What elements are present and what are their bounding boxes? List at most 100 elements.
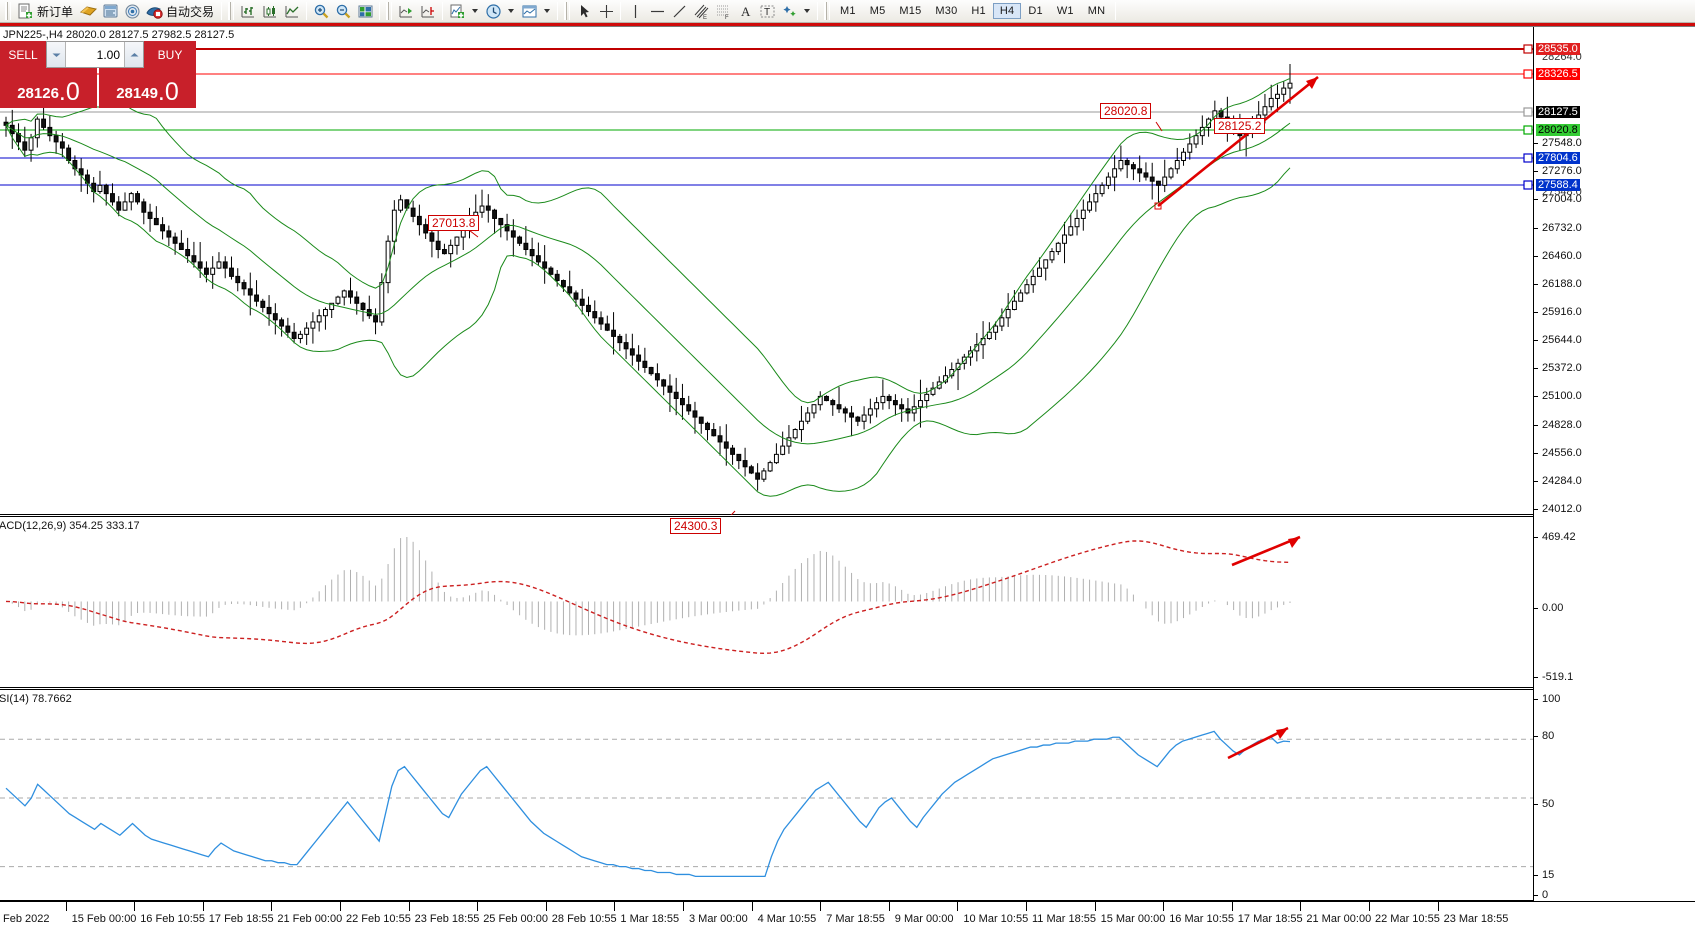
macd-axis-tick (1534, 677, 1538, 678)
cursor-icon[interactable] (573, 1, 595, 22)
indicators-dropdown-caret[interactable] (472, 9, 479, 13)
shapes-icon[interactable] (778, 1, 800, 22)
timeframe-m15[interactable]: M15 (899, 5, 922, 17)
price-level-label[interactable]: 27588.4 (1536, 179, 1580, 191)
price-axis-tick (1534, 283, 1538, 285)
price-axis-tick (1534, 171, 1538, 173)
chart-shift-icon[interactable] (417, 1, 439, 22)
templates-dropdown-caret[interactable] (544, 9, 551, 13)
time-axis-label: 1 Mar 18:55 (620, 913, 680, 925)
line-chart-icon[interactable] (281, 1, 303, 22)
time-axis-tick (1094, 902, 1096, 911)
price-axis-tick (1534, 143, 1538, 145)
fibonacci-icon[interactable]: F (712, 1, 734, 22)
zoom-out-icon[interactable] (332, 1, 354, 22)
time-axis-label: 10 Mar 10:55 (963, 913, 1029, 925)
templates-icon[interactable] (518, 1, 540, 22)
volume-decrease-button[interactable] (47, 42, 66, 67)
sell-price-button[interactable]: 28126 .0 (0, 68, 97, 108)
tile-windows-icon[interactable] (354, 1, 376, 22)
toolbar-grip-4[interactable] (564, 2, 571, 20)
timeframe-h4[interactable]: H4 (992, 3, 1022, 19)
sell-button[interactable]: SELL (0, 41, 46, 68)
window-accent-bar (0, 23, 1695, 27)
zoom-in-icon[interactable] (310, 1, 332, 22)
time-axis-tick (408, 902, 410, 911)
time-axis-tick (545, 902, 547, 911)
svg-text:E: E (703, 15, 707, 20)
sell-price-main: 28126 (17, 85, 59, 102)
rsi-pane[interactable]: SI(14) 78.7662 (0, 689, 1533, 901)
timeframe-m5[interactable]: M5 (869, 5, 886, 17)
one-click-trade-panel[interactable]: SELL 1.00 BUY 28126 .0 28149 .0 (0, 41, 196, 120)
time-axis-label: 23 Feb 18:55 (414, 913, 480, 925)
toolbar-grip-3[interactable] (386, 2, 393, 20)
price-axis[interactable]: 27548.0 27276.0 27004.0 26732.0 26460.0 26188… (1533, 27, 1695, 901)
buy-price-button[interactable]: 28149 .0 (99, 68, 196, 108)
timeframe-d1[interactable]: D1 (1028, 5, 1043, 17)
candlestick-chart-icon[interactable] (259, 1, 281, 22)
timeframe-h1[interactable]: H1 (971, 5, 986, 17)
price-level-label[interactable]: 28020.8 (1536, 124, 1580, 136)
time-axis-label: 11 Mar 18:55 (1032, 913, 1097, 925)
time-axis-label: 15 Mar 00:00 (1100, 913, 1166, 925)
crosshair-icon[interactable] (595, 1, 617, 22)
toolbar-grip-2[interactable] (228, 2, 235, 20)
price-level-label[interactable]: 28326.5 (1536, 68, 1580, 80)
macd-pane[interactable]: ACD(12,26,9) 354.25 333.17 (0, 516, 1533, 688)
volume-increase-button[interactable] (124, 42, 143, 67)
swing-point-annotation[interactable]: 28125.2 (1214, 118, 1266, 134)
symbol-header: JPN225-,H4 28020.0 28127.5 27982.5 28127… (3, 29, 235, 41)
auto-trading-icon[interactable] (143, 1, 165, 22)
terminal-icon[interactable] (77, 1, 99, 22)
periods-dropdown-caret[interactable] (508, 9, 515, 13)
shapes-dropdown-caret[interactable] (804, 9, 811, 13)
horizontal-line-icon[interactable] (646, 1, 668, 22)
trendline-icon[interactable] (668, 1, 690, 22)
toolbar-separator-8 (1115, 2, 1117, 20)
rsi-axis-tick-label: 50 (1542, 798, 1555, 810)
timeframe-mn[interactable]: MN (1087, 5, 1106, 17)
buy-button[interactable]: BUY (144, 41, 196, 68)
timeframe-m30[interactable]: M30 (935, 5, 958, 17)
new-order-label[interactable]: 新订单 (37, 4, 74, 19)
new-order-icon[interactable] (14, 1, 36, 22)
price-axis-tick-label: 24828.0 (1542, 418, 1582, 431)
price-axis-tick-label: 27004.0 (1542, 193, 1582, 206)
swing-point-annotation[interactable]: 24300.3 (670, 518, 722, 534)
toolbar-grip-5[interactable] (824, 2, 831, 20)
time-axis[interactable]: Feb 2022 15 Feb 00:00 16 Feb 10:55 17 Feb 1… (0, 901, 1695, 941)
swing-point-annotation[interactable]: 27013.8 (428, 215, 480, 231)
time-axis-tick (340, 902, 341, 911)
navigator-icon[interactable] (99, 1, 121, 22)
equidistant-channel-icon[interactable]: E (690, 1, 712, 22)
timeframe-m1[interactable]: M1 (840, 5, 856, 17)
price-chart-svg (0, 44, 1533, 515)
price-level-label[interactable]: 28127.5 (1536, 106, 1580, 118)
text-label-icon[interactable]: T (756, 1, 778, 22)
time-axis-tick (1437, 902, 1439, 911)
vertical-line-icon[interactable] (624, 1, 646, 22)
price-level-label[interactable]: 28535.0 (1536, 43, 1580, 55)
rsi-axis-tick (1534, 804, 1538, 805)
scroll-end-icon[interactable] (395, 1, 417, 22)
price-pane[interactable]: JPN225-,H4 28020.0 28127.5 27982.5 28127… (0, 27, 1533, 515)
trade-panel-top-row: SELL 1.00 BUY (0, 41, 196, 68)
time-axis-tick (751, 902, 753, 911)
price-axis-tick-label: 27276.0 (1542, 165, 1582, 178)
text-icon[interactable]: A (734, 1, 756, 22)
toolbar-separator-3 (379, 2, 381, 20)
swing-point-annotation[interactable]: 28020.8 (1100, 103, 1152, 119)
timeframe-w1[interactable]: W1 (1056, 5, 1074, 17)
bar-chart-icon[interactable] (237, 1, 259, 22)
indicators-icon[interactable] (446, 1, 468, 22)
volume-stepper[interactable]: 1.00 (46, 41, 144, 68)
clock-icon[interactable] (482, 1, 504, 22)
volume-value[interactable]: 1.00 (96, 47, 120, 62)
signals-icon[interactable] (121, 1, 143, 22)
price-axis-tick-label: 25100.0 (1542, 390, 1582, 403)
auto-trading-label[interactable]: 自动交易 (166, 4, 215, 19)
toolbar-grip[interactable] (5, 2, 11, 20)
price-level-label[interactable]: 27804.6 (1536, 152, 1580, 164)
price-axis-tick (1534, 452, 1538, 454)
